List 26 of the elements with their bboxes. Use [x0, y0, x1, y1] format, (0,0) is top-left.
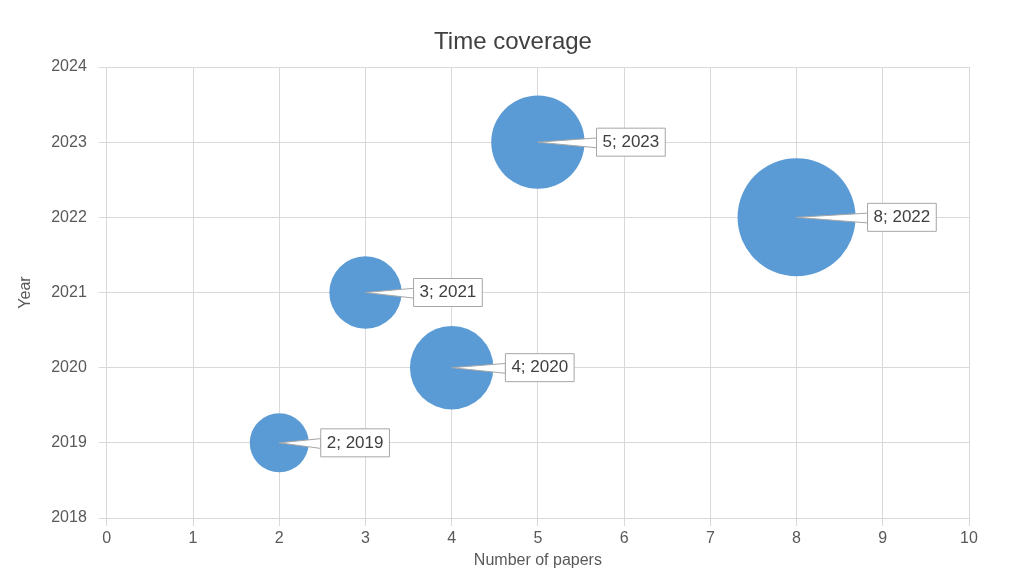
x-tick-label: 2 [274, 529, 284, 547]
data-label: 2; 2019 [326, 432, 384, 452]
y-tick-label: 2022 [51, 207, 87, 225]
y-tick-label: 2023 [51, 132, 87, 150]
chart-title: Time coverage [434, 27, 592, 55]
x-tick-label: 10 [960, 529, 978, 547]
x-tick-label: 6 [619, 529, 629, 547]
x-tick-label: 1 [188, 529, 198, 547]
y-tick-label: 2020 [51, 358, 87, 376]
data-label: 3; 2021 [419, 282, 477, 302]
y-tick-label: 2024 [51, 57, 87, 75]
x-tick-label: 8 [792, 529, 802, 547]
y-axis-title: Year [16, 275, 34, 309]
x-tick-label: 9 [878, 529, 888, 547]
y-tick-label: 2021 [51, 282, 87, 300]
y-tick-label: 2019 [51, 433, 87, 451]
y-tick-label: 2018 [51, 508, 87, 526]
x-tick-label: 7 [705, 529, 715, 547]
x-tick-label: 0 [102, 529, 112, 547]
x-tick-label: 3 [361, 529, 370, 547]
x-tick-label: 5 [533, 529, 543, 547]
data-label: 8; 2022 [873, 207, 931, 227]
x-axis-title: Number of papers [473, 551, 602, 569]
x-tick-label: 4 [447, 529, 457, 547]
data-label: 5; 2023 [602, 131, 660, 151]
data-label: 4; 2020 [511, 357, 569, 377]
